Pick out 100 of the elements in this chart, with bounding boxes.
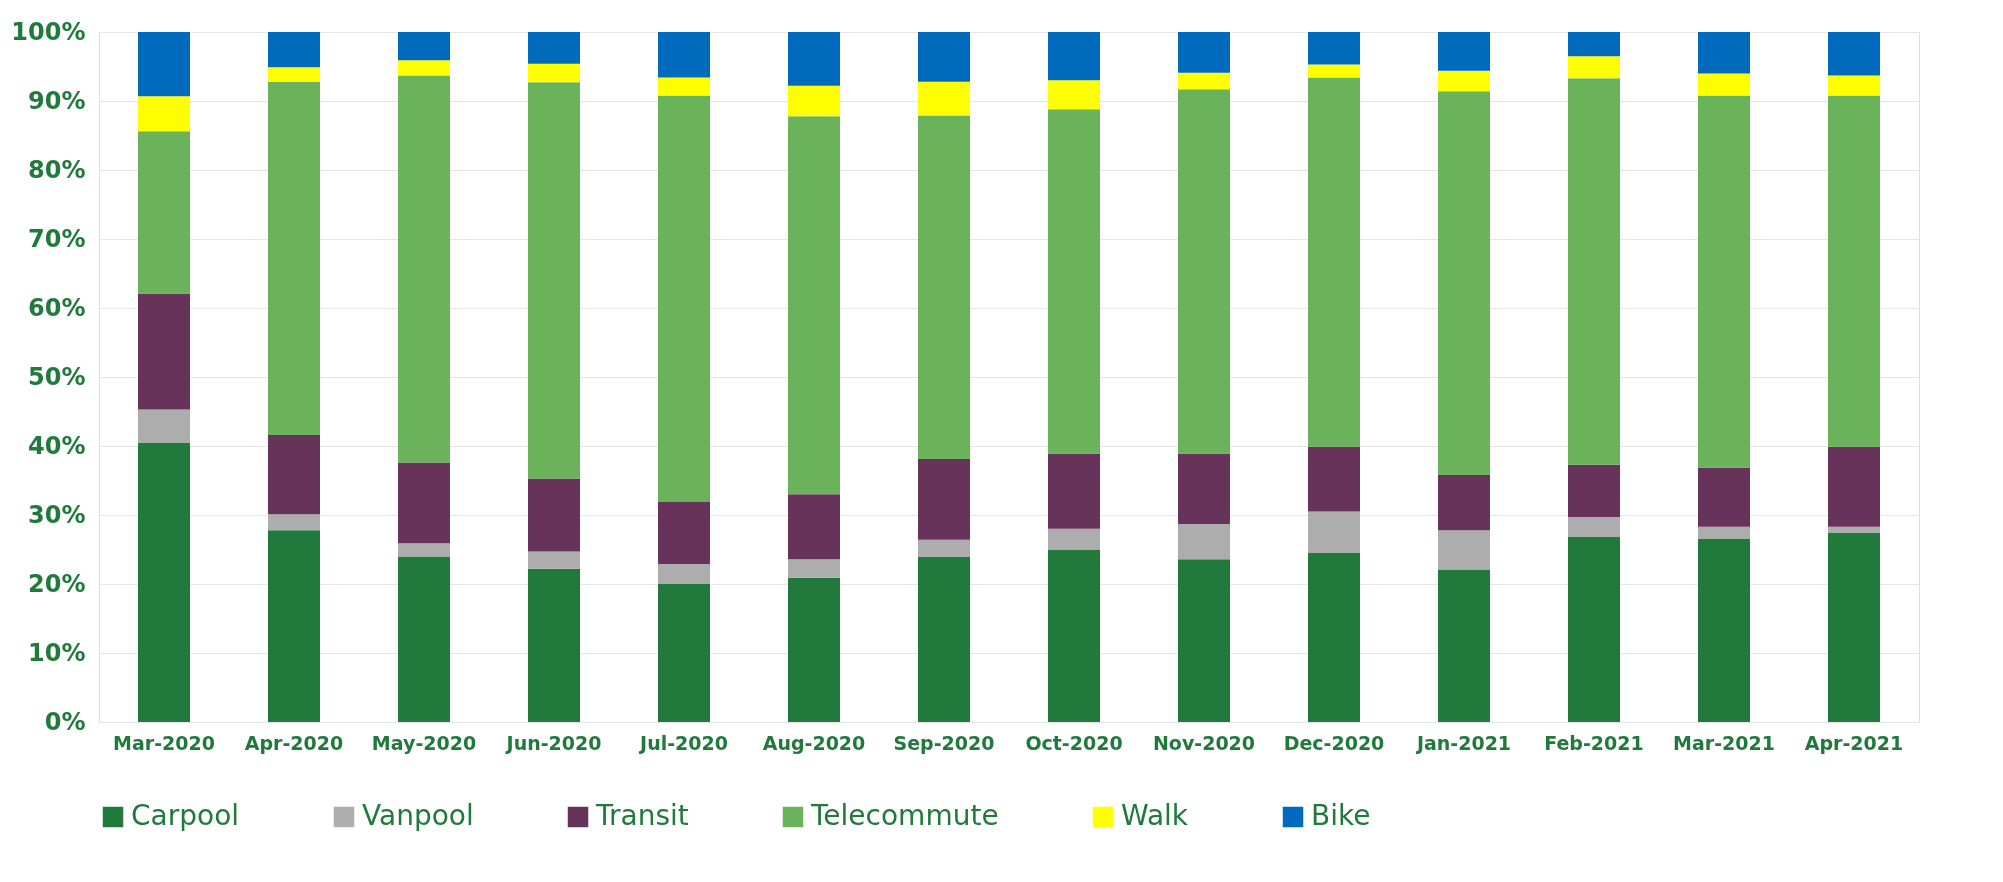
- bar: [398, 556, 450, 722]
- y-tick-label: 90%: [28, 86, 86, 115]
- x-tick-label: Jul-2020: [638, 731, 728, 754]
- bar: [1568, 56, 1620, 79]
- bar: [1178, 89, 1230, 454]
- bar: [1698, 95, 1750, 468]
- x-tick-label: Dec-2020: [1283, 731, 1385, 754]
- bar: [268, 67, 320, 82]
- bar: [788, 85, 840, 117]
- bar: [918, 539, 970, 558]
- x-tick-label: Jan-2021: [1414, 731, 1512, 754]
- bar: [398, 462, 450, 544]
- bar: [138, 293, 190, 410]
- bar: [268, 514, 320, 531]
- bar: [1048, 549, 1100, 722]
- bar: [1568, 464, 1620, 518]
- bar: [398, 543, 450, 557]
- bar: [1568, 78, 1620, 465]
- x-tick-label: Apr-2020: [244, 731, 344, 754]
- bar: [1308, 511, 1360, 553]
- bar: [1568, 32, 1620, 57]
- bar: [1308, 77, 1360, 447]
- bar: [1048, 80, 1100, 110]
- bar: [1828, 95, 1880, 447]
- legend-label: Transit: [595, 799, 689, 832]
- bar: [528, 568, 580, 722]
- x-tick-label: Sep-2020: [893, 731, 995, 754]
- x-tick-label: Feb-2021: [1544, 731, 1644, 754]
- y-tick-label: 70%: [28, 224, 86, 253]
- y-tick-label: 20%: [28, 569, 86, 598]
- bar: [1698, 538, 1750, 722]
- bar: [268, 434, 320, 515]
- bar: [1568, 537, 1620, 722]
- bar: [1308, 552, 1360, 722]
- bar: [1438, 91, 1490, 475]
- bar: [1698, 526, 1750, 539]
- bar: [658, 77, 710, 96]
- bar: [138, 409, 190, 443]
- y-tick-label: 60%: [28, 293, 86, 322]
- bar: [1698, 32, 1750, 74]
- bar: [268, 530, 320, 722]
- bar: [1308, 64, 1360, 78]
- bar: [1178, 559, 1230, 722]
- bar: [658, 32, 710, 78]
- bar: [1828, 446, 1880, 527]
- bar: [1178, 32, 1230, 73]
- bar: [1178, 523, 1230, 560]
- x-tick-label: Oct-2020: [1025, 731, 1123, 754]
- bar: [1828, 32, 1880, 76]
- y-tick-label: 0%: [44, 707, 86, 736]
- bar: [1438, 70, 1490, 92]
- bar: [528, 63, 580, 83]
- bar: [918, 557, 970, 722]
- bar: [528, 551, 580, 569]
- bar: [1308, 32, 1360, 65]
- y-tick-label: 80%: [28, 155, 86, 184]
- bar: [658, 563, 710, 584]
- bar: [1048, 528, 1100, 550]
- bar: [658, 501, 710, 564]
- bar: [398, 32, 450, 61]
- bar: [788, 32, 840, 86]
- x-tick-label: Apr-2021: [1804, 731, 1904, 754]
- bar: [1178, 453, 1230, 524]
- legend-label: Carpool: [131, 799, 240, 832]
- bar: [918, 81, 970, 116]
- bar: [1568, 517, 1620, 538]
- x-tick-label: Mar-2021: [1673, 731, 1775, 754]
- bar: [1438, 530, 1490, 570]
- bar: [658, 95, 710, 502]
- bar: [528, 478, 580, 552]
- bar: [268, 32, 320, 68]
- y-tick-label: 30%: [28, 500, 86, 529]
- bar: [788, 559, 840, 578]
- bar: [268, 81, 320, 435]
- x-tick-label: Nov-2020: [1152, 731, 1256, 754]
- legend-label: Bike: [1311, 799, 1371, 832]
- bar: [528, 82, 580, 479]
- bar: [1048, 32, 1100, 81]
- x-tick-label: Jun-2020: [504, 731, 602, 754]
- bar: [788, 116, 840, 495]
- bar: [1698, 73, 1750, 96]
- bar: [528, 32, 580, 64]
- x-tick-label: May-2020: [371, 731, 477, 754]
- bar: [1438, 569, 1490, 722]
- bar: [658, 584, 710, 722]
- bar: [138, 442, 190, 722]
- bar: [1828, 75, 1880, 96]
- bar: [398, 60, 450, 76]
- legend-label: Telecommute: [810, 799, 999, 832]
- bar: [1048, 453, 1100, 529]
- bar: [1698, 467, 1750, 527]
- y-tick-label: 100%: [11, 17, 86, 46]
- bar: [918, 459, 970, 540]
- bar: [1048, 109, 1100, 454]
- y-tick-label: 10%: [28, 638, 86, 667]
- bar: [1178, 72, 1230, 90]
- bar: [138, 32, 190, 97]
- bar: [918, 115, 970, 460]
- x-tick-label: Mar-2020: [113, 731, 215, 754]
- bar: [1828, 532, 1880, 722]
